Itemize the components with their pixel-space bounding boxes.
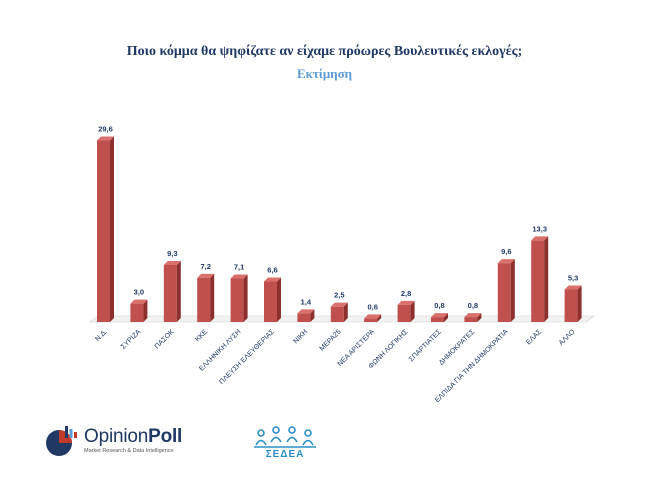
sedea-people-icon xyxy=(254,426,316,448)
bar-top xyxy=(464,313,482,318)
opinionpoll-wordmark: OpinionPoll xyxy=(84,426,182,448)
bar-side xyxy=(277,277,281,322)
bar-top xyxy=(431,313,448,318)
bar-value-label: 9,6 xyxy=(501,247,511,256)
chart-title: Ποιο κόμμα θα ψηφίζατε αν είχαμε πρόωρες… xyxy=(126,44,523,59)
category-label: ΕΛΑΣ xyxy=(525,328,543,346)
bar-side xyxy=(310,309,315,322)
bar-side xyxy=(110,136,114,322)
bar-value-label: 0,8 xyxy=(434,301,444,310)
sedea-wordmark: ΣΕΔΕΑ xyxy=(265,449,305,460)
category-label: ΝΙΚΗ xyxy=(293,328,310,345)
category-label: ΜΕΡΑ25 xyxy=(319,328,343,352)
category-label: ΚΚΕ xyxy=(194,328,209,343)
bar-value-label: 5,3 xyxy=(568,273,578,282)
bar xyxy=(531,236,549,322)
bar-value-label: 29,6 xyxy=(98,124,113,133)
bar xyxy=(230,274,248,322)
bar xyxy=(130,299,148,322)
category-label: ΑΛΛΟ xyxy=(558,328,577,347)
bar-top xyxy=(397,300,415,305)
category-label: Ν.Δ. xyxy=(94,328,109,343)
bar xyxy=(564,285,582,322)
bar-value-label: 6,6 xyxy=(267,266,277,275)
bar-top xyxy=(330,302,348,307)
bar-top xyxy=(531,236,549,241)
bar-value-label: 0,8 xyxy=(468,301,478,310)
bar-side xyxy=(510,259,515,322)
bar-side xyxy=(343,302,348,322)
opinionpoll-tagline: Market Research & Data Intelligence xyxy=(84,448,174,454)
category-label: ΠΛΕΥΣΗ ΕΛΕΥΘΕΡΙΑΣ xyxy=(218,328,276,386)
bar-value-label: 0,6 xyxy=(367,302,377,311)
opinionpoll-name-a: Opinion xyxy=(84,426,149,447)
opinionpoll-logo: OpinionPoll Market Research & Data Intel… xyxy=(44,424,204,460)
bar-value-label: 13,3 xyxy=(532,224,547,233)
category-label: ΠΑΣΟΚ xyxy=(154,328,176,350)
bar-side xyxy=(544,236,549,322)
bar-side xyxy=(210,273,215,322)
bar-chart: 29,6 3,0 9,3 7,2 7,1 6,6 1,4 2,5 0,6 2,8 0,8 0,8 9,6… xyxy=(89,124,595,404)
bar-side xyxy=(143,299,148,322)
bar-side xyxy=(577,285,582,322)
bar-side xyxy=(377,314,382,322)
bar-top xyxy=(564,285,582,290)
bar-front xyxy=(497,263,511,322)
chart-subtitle: Εκτίμηση xyxy=(296,66,353,81)
bar-value-label: 7,1 xyxy=(234,262,244,271)
bar xyxy=(497,259,515,322)
bar xyxy=(397,300,415,322)
bar-front xyxy=(564,289,578,322)
bar xyxy=(163,260,181,322)
bar-top xyxy=(97,136,114,141)
bar-front xyxy=(97,140,110,322)
sedea-logo: ΣΕΔΕΑ xyxy=(252,425,322,461)
bar-value-label: 1,4 xyxy=(301,297,312,306)
bar-top xyxy=(264,277,281,282)
bar xyxy=(330,302,348,322)
bar xyxy=(431,313,448,322)
bar-top xyxy=(230,274,248,279)
bar xyxy=(364,314,382,322)
bar-front xyxy=(230,278,244,322)
bar xyxy=(264,277,281,322)
bar-front xyxy=(531,240,545,322)
bar-front xyxy=(163,264,177,322)
bar-side xyxy=(444,313,448,322)
bar xyxy=(197,273,215,322)
opinionpoll-name-b: Poll xyxy=(148,426,183,447)
bar-value-label: 9,3 xyxy=(167,249,177,258)
category-label: ΣΠΑΡΤΙΑΤΕΣ xyxy=(408,328,443,363)
bar xyxy=(297,309,315,322)
bar-front xyxy=(130,303,144,322)
bar-top xyxy=(497,259,515,264)
bar xyxy=(97,136,114,322)
bar-top xyxy=(130,299,148,304)
bar-top xyxy=(364,314,382,319)
bar-value-label: 7,2 xyxy=(200,262,210,271)
bar-front xyxy=(464,317,478,322)
bar-front xyxy=(364,318,378,322)
bar-side xyxy=(410,300,415,322)
opinionpoll-emblem-icon xyxy=(46,426,77,456)
bar-side xyxy=(176,260,181,322)
bar-value-label: 2,5 xyxy=(334,291,344,300)
bar-front xyxy=(297,313,311,322)
category-label: ΕΛΠΙΔΑ ΓΙΑ ΤΗΝ ΔΗΜΟΚΡΑΤΙΑ xyxy=(434,328,510,404)
bar-top xyxy=(197,273,215,278)
bar-top xyxy=(297,309,315,314)
bar-value-label: 2,8 xyxy=(401,289,411,298)
bar-value-label: 3,0 xyxy=(134,288,144,297)
bar-front xyxy=(431,317,444,322)
bar-side xyxy=(477,313,482,322)
bar-side xyxy=(243,274,248,322)
bar-front xyxy=(397,304,411,322)
bar-front xyxy=(330,306,344,322)
bar-front xyxy=(264,281,277,322)
category-label: ΣΥΡΙΖΑ xyxy=(120,328,143,351)
bar xyxy=(464,313,482,322)
bar-front xyxy=(197,277,211,322)
bar-top xyxy=(163,260,181,265)
